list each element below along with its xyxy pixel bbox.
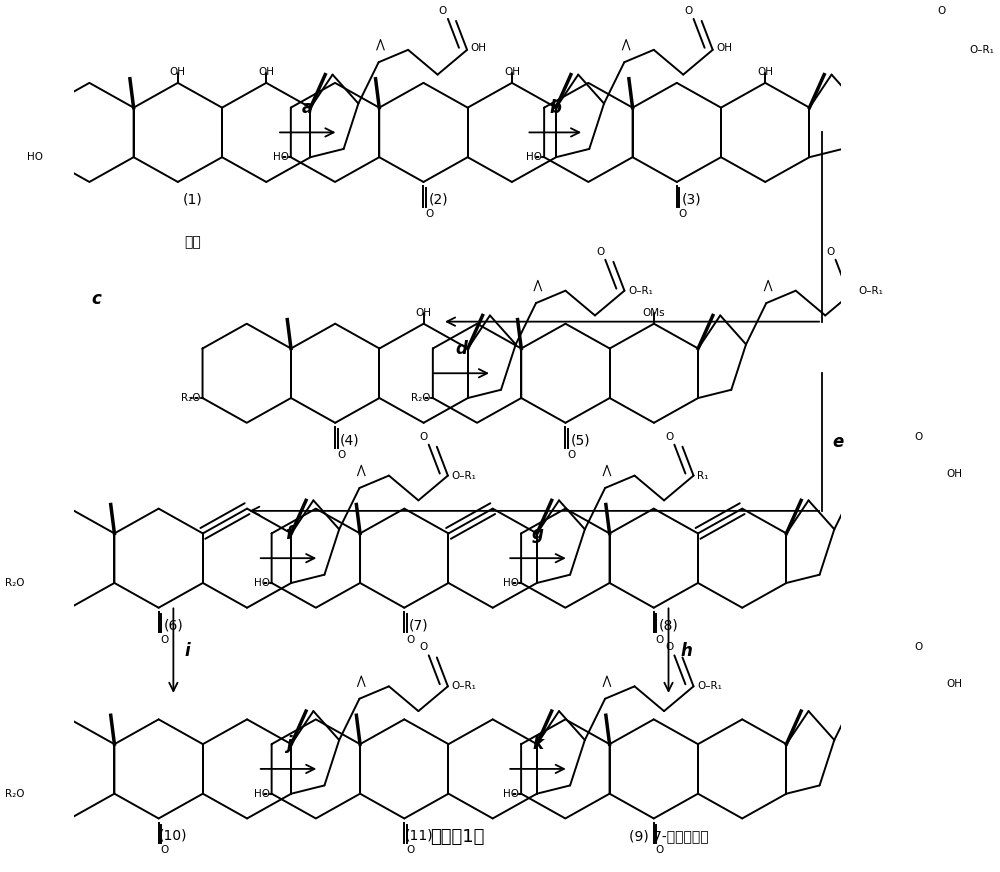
- Text: (5): (5): [570, 433, 590, 447]
- Text: k: k: [533, 735, 544, 753]
- Text: HO: HO: [273, 153, 289, 162]
- Text: O: O: [684, 6, 692, 16]
- Text: i: i: [185, 642, 191, 659]
- Text: O: O: [938, 6, 946, 16]
- Text: OH: OH: [947, 468, 963, 479]
- Text: O: O: [425, 208, 434, 219]
- Text: O: O: [914, 432, 923, 442]
- Text: O–R₁: O–R₁: [697, 681, 722, 691]
- Text: O: O: [439, 6, 447, 16]
- Text: (6): (6): [163, 618, 183, 632]
- Text: a: a: [302, 99, 313, 117]
- Text: c: c: [92, 290, 102, 308]
- Text: (11): (11): [405, 828, 433, 842]
- Text: O: O: [406, 845, 414, 855]
- Text: f: f: [285, 525, 292, 542]
- Text: R₂O: R₂O: [411, 393, 431, 403]
- Text: O: O: [337, 450, 345, 460]
- Text: OH: OH: [757, 66, 773, 77]
- Text: HO: HO: [503, 788, 519, 799]
- Text: O: O: [665, 643, 673, 652]
- Text: O–R₁: O–R₁: [628, 286, 653, 296]
- Text: (2): (2): [428, 193, 448, 207]
- Text: O: O: [160, 845, 169, 855]
- Text: O: O: [160, 635, 169, 644]
- Text: OH: OH: [416, 308, 432, 317]
- Text: HO: HO: [27, 153, 43, 162]
- Text: OH: OH: [471, 43, 487, 53]
- Text: HO: HO: [254, 578, 270, 588]
- Text: O–R₁: O–R₁: [970, 44, 995, 55]
- Text: HO: HO: [254, 788, 270, 799]
- Text: O: O: [406, 635, 414, 644]
- Text: R₂O: R₂O: [5, 788, 24, 799]
- Text: (1): (1): [183, 193, 202, 207]
- Text: 胆酸: 胆酸: [184, 235, 201, 249]
- Text: O: O: [419, 643, 428, 652]
- Text: R₂O: R₂O: [5, 578, 24, 588]
- Text: O: O: [914, 643, 923, 652]
- Text: HO: HO: [526, 153, 542, 162]
- Text: O: O: [826, 247, 834, 257]
- Text: (7): (7): [409, 618, 429, 632]
- Text: O–R₁: O–R₁: [858, 286, 883, 296]
- Text: (10): (10): [159, 828, 188, 842]
- Text: O–R₁: O–R₁: [452, 681, 476, 691]
- Text: O: O: [419, 432, 428, 442]
- Text: (9) 7-酮基石胆酸: (9) 7-酮基石胆酸: [629, 828, 708, 842]
- Text: HO: HO: [503, 578, 519, 588]
- Text: h: h: [680, 642, 692, 659]
- Text: O: O: [567, 450, 576, 460]
- Text: OH: OH: [504, 66, 520, 77]
- Text: O: O: [665, 432, 673, 442]
- Text: e: e: [832, 433, 843, 451]
- Text: OH: OH: [258, 66, 274, 77]
- Text: (8): (8): [659, 618, 678, 632]
- Text: b: b: [549, 99, 561, 117]
- Text: g: g: [532, 525, 544, 542]
- Text: OH: OH: [947, 679, 963, 689]
- Text: O: O: [656, 635, 664, 644]
- Text: O: O: [596, 247, 604, 257]
- Text: (3): (3): [682, 193, 701, 207]
- Text: 路线（1）: 路线（1）: [430, 828, 485, 847]
- Text: j: j: [286, 735, 291, 753]
- Text: R₂O: R₂O: [181, 393, 201, 403]
- Text: O–R₁: O–R₁: [452, 471, 476, 480]
- Text: d: d: [455, 340, 467, 358]
- Text: O: O: [656, 845, 664, 855]
- Text: R₁: R₁: [697, 471, 709, 480]
- Text: OH: OH: [716, 43, 732, 53]
- Text: O: O: [679, 208, 687, 219]
- Text: OH: OH: [170, 66, 186, 77]
- Text: OMs: OMs: [643, 308, 665, 317]
- Text: (4): (4): [340, 433, 360, 447]
